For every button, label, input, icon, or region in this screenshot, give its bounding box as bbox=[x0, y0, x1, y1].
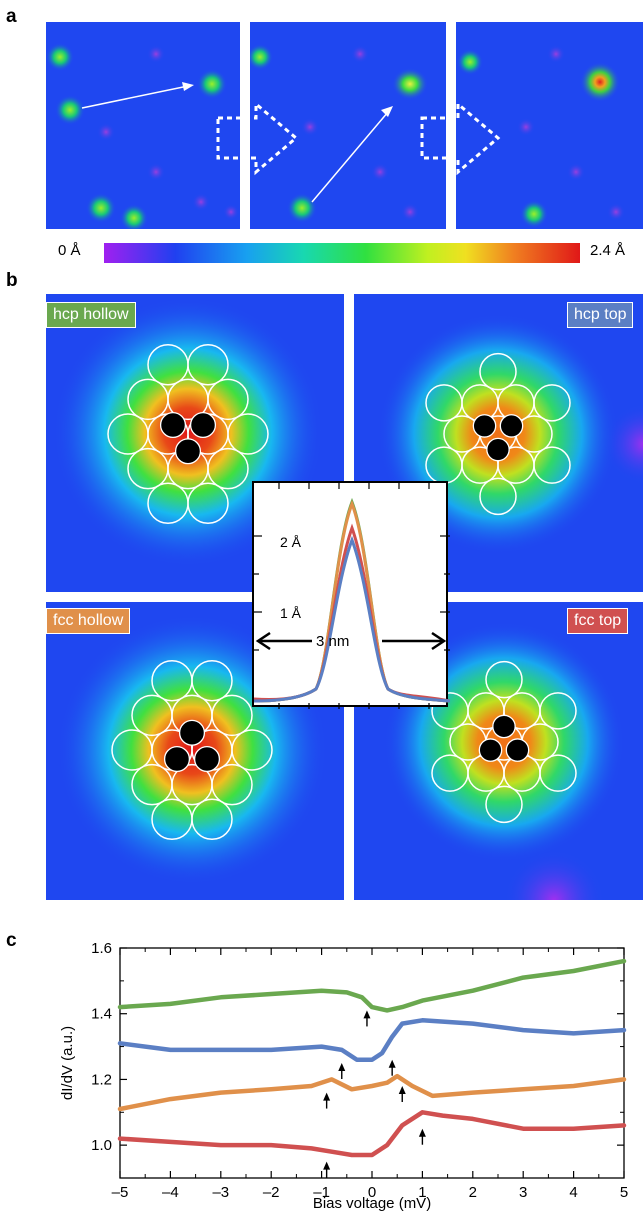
stm-frame-1-art bbox=[46, 43, 239, 229]
lattice-atom bbox=[485, 785, 523, 824]
adatom-trimer-atom bbox=[193, 745, 221, 773]
peak-arrow bbox=[398, 1086, 406, 1102]
inset-ytick-2: 2 Å bbox=[280, 534, 302, 550]
y-tick-label: 1.0 bbox=[91, 1137, 112, 1154]
lattice-atom bbox=[485, 660, 523, 699]
adatom-trimer-atom bbox=[159, 411, 187, 439]
x-tick-label: –4 bbox=[162, 1184, 179, 1201]
spectrum-series-3 bbox=[117, 1073, 627, 1112]
colorbar-min-label: 0 Å bbox=[58, 242, 81, 259]
profile-hcp-top bbox=[254, 535, 450, 703]
lattice-atom bbox=[187, 343, 229, 386]
inset-ytick-1: 1 Å bbox=[280, 605, 302, 621]
lattice-atom bbox=[539, 692, 577, 730]
x-tick-label: 4 bbox=[569, 1184, 577, 1201]
y-tick-label: 1.6 bbox=[91, 940, 112, 957]
chart-tick-labels: –5 –4 –3 –2 –1 0 1 2 3 4 5 1.0 1.2 1.4 1.6 bbox=[91, 940, 628, 1201]
chart-arrows bbox=[323, 1010, 426, 1178]
x-tick-label: –5 bbox=[112, 1184, 129, 1201]
x-tick-label: –2 bbox=[263, 1184, 280, 1201]
stm-frame-2 bbox=[250, 22, 446, 229]
lattice-atom bbox=[211, 694, 253, 737]
panel-c-letter: c bbox=[6, 930, 17, 951]
y-tick-label: 1.4 bbox=[91, 1006, 112, 1023]
spectrum-series-4 bbox=[117, 1110, 627, 1158]
height-profile-inset: 2 Å 1 Å 3 nm bbox=[252, 481, 450, 709]
lattice-atom bbox=[207, 447, 249, 490]
x-tick-label: 3 bbox=[519, 1184, 527, 1201]
lattice-atom bbox=[207, 378, 249, 421]
peak-arrow bbox=[388, 1059, 396, 1076]
scale-bar-label: 3 nm bbox=[316, 633, 349, 650]
x-tick-label: 2 bbox=[469, 1184, 477, 1201]
y-tick-label: 1.2 bbox=[91, 1071, 112, 1088]
panel-b-letter: b bbox=[6, 270, 18, 291]
lattice-atom bbox=[231, 729, 273, 771]
chart-series bbox=[117, 958, 627, 1158]
stm-frame-3-art bbox=[457, 45, 625, 228]
adatom-trimer-atom bbox=[174, 438, 202, 465]
x-tick-label: 0 bbox=[368, 1184, 376, 1201]
lattice-atom bbox=[479, 352, 517, 391]
adatom-trimer-atom bbox=[163, 745, 191, 773]
tag-hcp-top: hcp top bbox=[567, 302, 634, 328]
stm-frame-1 bbox=[46, 22, 240, 229]
inset-plot: 2 Å 1 Å 3 nm bbox=[254, 483, 450, 709]
x-tick-label: –1 bbox=[313, 1184, 330, 1201]
lattice-atom bbox=[539, 754, 577, 792]
tag-fcc-top: fcc top bbox=[567, 608, 629, 634]
adatom-trimer-atom bbox=[189, 411, 217, 439]
peak-arrow bbox=[323, 1161, 331, 1178]
adatom-trimer-atom bbox=[478, 738, 503, 762]
adatom-trimer-atom bbox=[486, 437, 510, 462]
x-axis-label: Bias voltage (mV) bbox=[313, 1195, 431, 1212]
panel-a-letter: a bbox=[6, 6, 17, 27]
lattice-atom bbox=[479, 477, 517, 516]
x-tick-label: –3 bbox=[212, 1184, 229, 1201]
spectrum-series-2 bbox=[117, 1018, 627, 1062]
y-axis-label: dI/dV (a.u.) bbox=[59, 1026, 76, 1100]
stm-frame-2-art bbox=[250, 44, 428, 223]
lattice-atom bbox=[533, 446, 571, 484]
stm-frame-3 bbox=[456, 22, 643, 229]
x-tick-label: 5 bbox=[620, 1184, 628, 1201]
peak-arrow bbox=[338, 1063, 346, 1079]
adatom-trimer-atom bbox=[472, 414, 497, 438]
lattice-atom bbox=[191, 659, 233, 702]
tag-hcp-hollow: hcp hollow bbox=[46, 302, 136, 328]
tag-fcc-hollow: fcc hollow bbox=[46, 608, 131, 634]
chart-frame bbox=[119, 947, 625, 1179]
peak-arrow bbox=[418, 1128, 426, 1145]
lattice-atom bbox=[533, 384, 571, 422]
adatom-trimer-atom bbox=[505, 738, 530, 762]
colorbar-max-label: 2.4 Å bbox=[590, 242, 626, 259]
chart-ticks bbox=[119, 947, 625, 1179]
scale-bar-arrow bbox=[255, 631, 447, 651]
adatom-trimer-atom bbox=[492, 714, 516, 739]
lattice-atom bbox=[187, 482, 229, 525]
x-tick-label: 1 bbox=[418, 1184, 426, 1201]
lattice-atom bbox=[211, 763, 253, 806]
spectrum-series-1 bbox=[117, 958, 627, 1013]
lattice-atom bbox=[191, 798, 233, 841]
adatom-trimer-atom bbox=[178, 719, 206, 746]
colorbar bbox=[104, 243, 580, 263]
peak-arrow bbox=[363, 1010, 371, 1027]
lattice-atom bbox=[227, 413, 269, 455]
peak-arrow bbox=[323, 1092, 331, 1109]
adatom-trimer-atom bbox=[499, 414, 524, 438]
